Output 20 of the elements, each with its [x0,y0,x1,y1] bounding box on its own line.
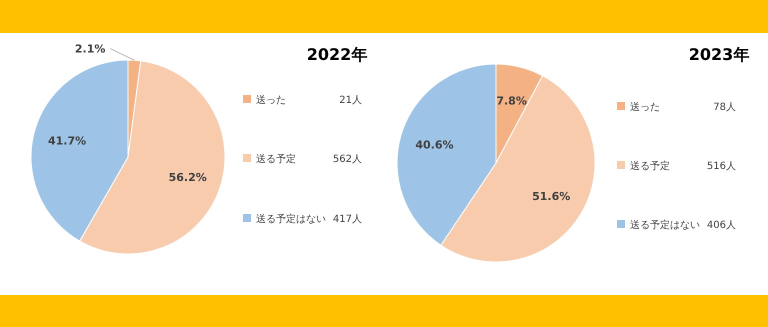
legend-label: 送る予定 [630,160,670,172]
text: 562人 [332,154,362,165]
legend-label: 送った [256,94,286,106]
legend-label: 送った [630,101,660,113]
legend-label: 送る予定 [256,153,296,165]
chart-title: 2023年 [688,45,750,64]
data-label: 56.2% [168,171,207,184]
chart-title: 2022年 [306,45,368,64]
data-label: 51.6% [532,190,570,204]
text: 417人 [332,214,362,225]
legend-label: 送る予定はない [630,219,700,231]
data-label: 7.8% [496,94,527,108]
text: 406人 [706,220,736,231]
data-label: 2.1% [74,42,106,56]
text: 78人 [713,102,736,113]
legend-label: 送る予定はない [256,213,326,225]
text: 516人 [706,161,736,172]
data-label: 40.6% [415,138,454,152]
text: 21人 [339,95,362,106]
data-label: 41.7% [48,134,86,148]
